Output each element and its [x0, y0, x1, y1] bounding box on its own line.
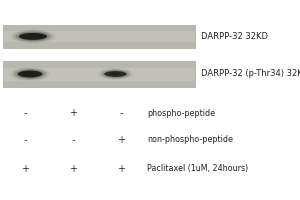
Ellipse shape	[24, 72, 36, 76]
Ellipse shape	[21, 33, 45, 40]
Text: Paclitaxel (1uM, 24hours): Paclitaxel (1uM, 24hours)	[147, 164, 248, 173]
Ellipse shape	[20, 70, 40, 78]
Ellipse shape	[24, 34, 42, 39]
Text: non-phospho-peptide: non-phospho-peptide	[147, 136, 233, 144]
Ellipse shape	[104, 71, 127, 77]
Ellipse shape	[12, 68, 48, 80]
Ellipse shape	[13, 30, 53, 42]
Ellipse shape	[18, 71, 42, 77]
Text: +: +	[70, 164, 77, 174]
Ellipse shape	[110, 72, 121, 76]
Ellipse shape	[10, 30, 56, 43]
Ellipse shape	[16, 31, 50, 42]
Bar	[3, 25, 195, 48]
Ellipse shape	[104, 70, 127, 78]
Text: -: -	[72, 135, 75, 145]
Ellipse shape	[106, 71, 125, 77]
Ellipse shape	[10, 67, 50, 81]
Ellipse shape	[18, 32, 48, 41]
Text: phospho-peptide: phospho-peptide	[147, 108, 215, 117]
Ellipse shape	[15, 69, 45, 79]
Ellipse shape	[17, 70, 43, 78]
Ellipse shape	[100, 69, 131, 79]
Text: DARPP-32 32KD: DARPP-32 32KD	[201, 32, 268, 41]
Text: +: +	[70, 108, 77, 118]
Text: -: -	[120, 108, 123, 118]
Text: +: +	[118, 135, 125, 145]
Bar	[3, 31, 195, 42]
Ellipse shape	[102, 70, 129, 78]
Ellipse shape	[19, 33, 47, 40]
Ellipse shape	[108, 72, 123, 76]
Ellipse shape	[27, 34, 39, 38]
Text: +: +	[118, 164, 125, 174]
Text: +: +	[22, 164, 29, 174]
Ellipse shape	[22, 71, 38, 77]
Text: DARPP-32 (p-Thr34) 32KD: DARPP-32 (p-Thr34) 32KD	[201, 70, 300, 78]
Text: -: -	[24, 135, 27, 145]
Bar	[3, 61, 195, 87]
Bar	[3, 68, 195, 81]
Text: -: -	[24, 108, 27, 118]
